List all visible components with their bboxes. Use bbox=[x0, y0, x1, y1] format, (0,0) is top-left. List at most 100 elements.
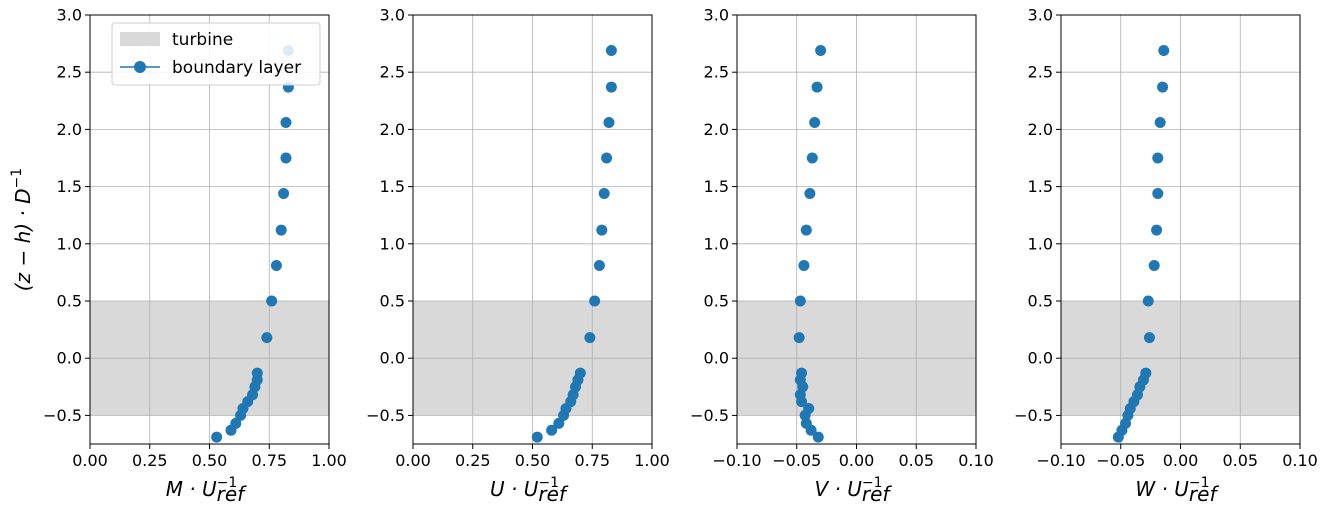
data-point bbox=[806, 152, 818, 164]
legend-turbine-swatch bbox=[120, 32, 160, 46]
x-tick-label: −0.05 bbox=[772, 451, 821, 470]
y-tick-label: 3.0 bbox=[380, 6, 405, 25]
data-point bbox=[230, 417, 242, 429]
y-tick-label: 2.0 bbox=[380, 120, 405, 139]
y-tick-label: 0.5 bbox=[1028, 292, 1053, 311]
x-tick-label: 0.10 bbox=[1282, 451, 1318, 470]
data-point bbox=[815, 44, 827, 56]
data-point bbox=[598, 187, 610, 199]
x-axis-label: U · U−1 bbox=[490, 475, 559, 501]
y-tick-label: 3.0 bbox=[57, 6, 82, 25]
y-tick-label: 0.0 bbox=[704, 349, 729, 368]
y-tick-label: 0.5 bbox=[380, 292, 405, 311]
y-tick-label: 0.0 bbox=[57, 349, 82, 368]
data-point bbox=[1148, 260, 1160, 272]
data-point bbox=[800, 224, 812, 236]
data-point bbox=[1142, 295, 1154, 307]
legend-label-boundary-layer: boundary layer bbox=[172, 58, 301, 78]
y-tick-label: 1.0 bbox=[1028, 234, 1053, 253]
y-tick-label: 2.0 bbox=[704, 120, 729, 139]
x-tick-label: −0.10 bbox=[1036, 451, 1085, 470]
data-point bbox=[261, 332, 273, 344]
x-axis-label-subscript: ref bbox=[862, 482, 893, 506]
legend-label-turbine: turbine bbox=[172, 30, 233, 50]
x-tick-label: 0.10 bbox=[958, 451, 994, 470]
data-point bbox=[603, 117, 615, 129]
x-tick-label: 1.00 bbox=[311, 451, 347, 470]
y-tick-label: 0.0 bbox=[380, 349, 405, 368]
x-axis-label-subscript: ref bbox=[538, 482, 569, 506]
y-tick-label: 1.5 bbox=[57, 177, 82, 196]
y-tick-label: 1.5 bbox=[704, 177, 729, 196]
x-tick-label: 0.05 bbox=[898, 451, 934, 470]
data-point bbox=[1152, 152, 1164, 164]
data-point bbox=[804, 187, 816, 199]
x-axis-label-subscript: ref bbox=[1189, 482, 1220, 506]
legend: turbine boundary layer bbox=[111, 22, 321, 86]
data-point bbox=[793, 332, 805, 344]
data-point bbox=[605, 81, 617, 93]
y-tick-label: 1.5 bbox=[380, 177, 405, 196]
data-point bbox=[811, 81, 823, 93]
y-tick-label: 2.5 bbox=[1028, 63, 1053, 82]
data-point bbox=[553, 417, 565, 429]
y-tick-label: 2.0 bbox=[1028, 120, 1053, 139]
data-point bbox=[593, 260, 605, 272]
data-point bbox=[546, 424, 558, 436]
y-tick-label: 3.0 bbox=[704, 6, 729, 25]
data-point bbox=[809, 117, 821, 129]
y-tick-label: −0.5 bbox=[1014, 406, 1053, 425]
y-tick-label: −0.5 bbox=[690, 406, 729, 425]
x-tick-label: 0.00 bbox=[839, 451, 875, 470]
x-axis-label-subscript: ref bbox=[217, 482, 248, 506]
data-point bbox=[796, 367, 808, 379]
data-point bbox=[280, 152, 292, 164]
legend-box bbox=[111, 22, 321, 86]
y-axis-label: (z − h) · D−1 bbox=[9, 168, 35, 291]
y-tick-label: −0.5 bbox=[43, 406, 82, 425]
data-point bbox=[803, 403, 815, 415]
y-tick-label: 1.0 bbox=[704, 234, 729, 253]
data-point bbox=[589, 295, 601, 307]
data-point bbox=[531, 431, 543, 443]
x-tick-label: −0.10 bbox=[712, 451, 761, 470]
x-tick-label: 0.50 bbox=[515, 451, 551, 470]
chart-panel-3: −0.10 −0.05 0.00 0.05 0.10 −0.5 0.0 0.5 1.0 1.5 2.… bbox=[690, 6, 994, 506]
data-point bbox=[1152, 187, 1164, 199]
y-tick-label: 1.0 bbox=[380, 234, 405, 253]
chart-panel-2: 0.00 0.25 0.50 0.75 1.00 −0.5 0.0 0.5 1.0 1.5 2.0 2… bbox=[366, 6, 670, 506]
x-tick-label: 0.75 bbox=[251, 451, 287, 470]
data-point bbox=[280, 117, 292, 129]
data-point bbox=[1140, 367, 1152, 379]
data-point bbox=[601, 152, 613, 164]
data-point bbox=[596, 224, 608, 236]
y-tick-label: 1.5 bbox=[1028, 177, 1053, 196]
y-tick-label: 2.5 bbox=[57, 63, 82, 82]
y-tick-label: 2.5 bbox=[704, 63, 729, 82]
data-point bbox=[574, 367, 586, 379]
data-point bbox=[270, 260, 282, 272]
x-tick-label: 0.00 bbox=[395, 451, 431, 470]
data-point bbox=[1157, 81, 1169, 93]
data-point bbox=[251, 367, 263, 379]
data-point bbox=[275, 224, 287, 236]
y-tick-label: 3.0 bbox=[1028, 6, 1053, 25]
data-point bbox=[794, 295, 806, 307]
y-tick-label: 1.0 bbox=[57, 234, 82, 253]
data-point bbox=[798, 260, 810, 272]
x-axis-label: M · U−1 bbox=[166, 475, 238, 501]
data-point bbox=[584, 332, 596, 344]
data-point bbox=[211, 431, 223, 443]
x-tick-label: −0.05 bbox=[1096, 451, 1145, 470]
x-axis-label: V · U−1 bbox=[814, 475, 882, 501]
data-point bbox=[1158, 44, 1170, 56]
data-point bbox=[605, 44, 617, 56]
chart-panel-4: −0.10 −0.05 0.00 0.05 0.10 −0.5 0.0 0.5 1.0 1.5 2.… bbox=[1014, 6, 1318, 506]
y-tick-label: 0.5 bbox=[704, 292, 729, 311]
data-point bbox=[278, 187, 290, 199]
x-tick-label: 0.50 bbox=[192, 451, 228, 470]
data-point bbox=[266, 295, 278, 307]
y-tick-label: 2.5 bbox=[380, 63, 405, 82]
data-point bbox=[1143, 332, 1155, 344]
